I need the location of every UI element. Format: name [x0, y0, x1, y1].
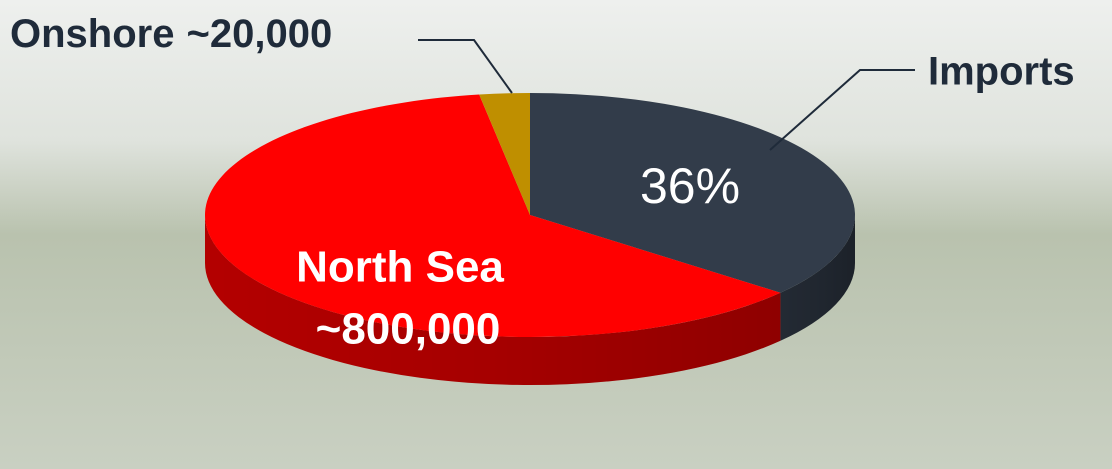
- category-label: North Sea: [296, 243, 504, 292]
- slice: [204, 94, 781, 338]
- category-label: Onshore: [10, 12, 174, 56]
- annotation: ~20,000: [186, 12, 332, 56]
- value-label: 36%: [640, 158, 740, 214]
- slice: [479, 93, 530, 215]
- annotation: ~800,000: [316, 305, 501, 354]
- slice-side-shade: [205, 215, 781, 385]
- leader-line: [769, 69, 915, 151]
- slice-side-shade: [780, 215, 856, 341]
- slice: [530, 93, 855, 293]
- category-label: Imports: [928, 50, 1075, 94]
- leader-line: [418, 39, 513, 94]
- onshore-label: Onshore ~20,000: [10, 12, 332, 56]
- pie: [204, 93, 856, 385]
